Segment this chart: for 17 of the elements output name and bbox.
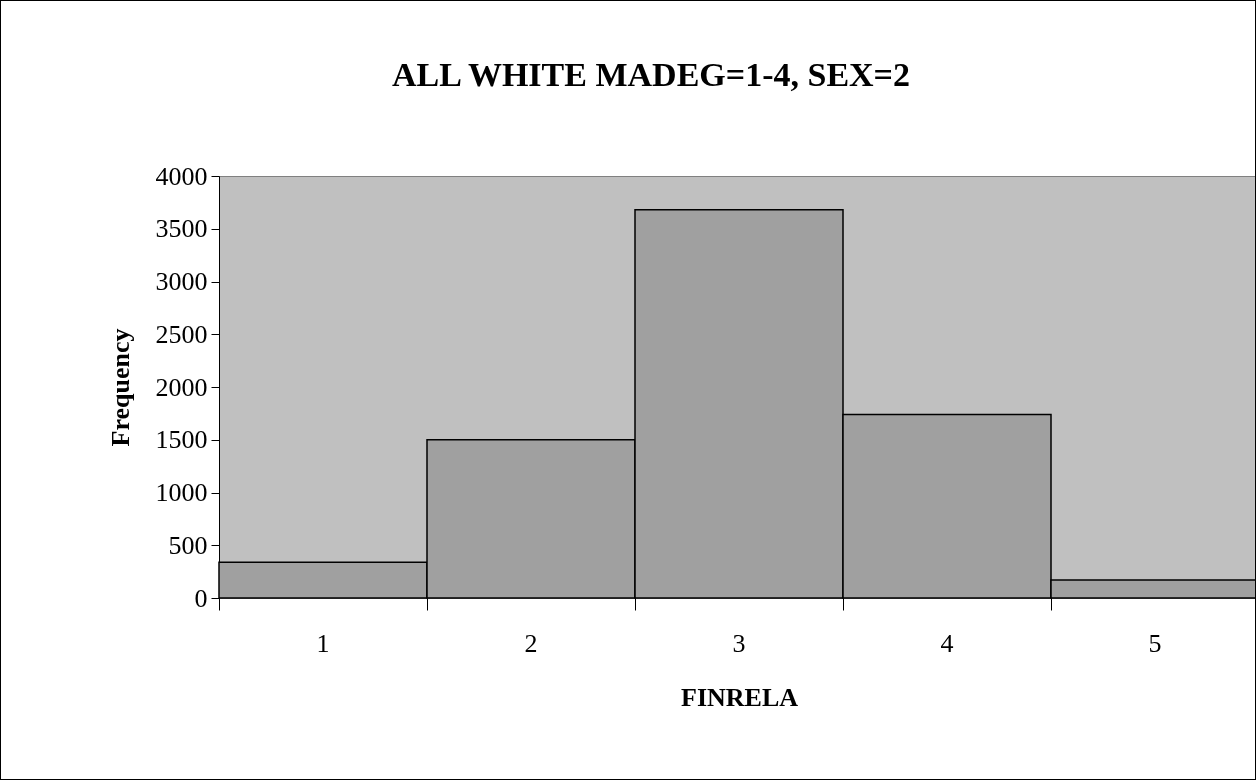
y-tick-label: 4000 <box>155 161 208 191</box>
x-tick-label: 5 <box>1148 628 1162 658</box>
y-tick-label: 2500 <box>155 319 208 349</box>
y-tick-label: 500 <box>168 530 208 560</box>
y-tick-label: 1500 <box>155 425 208 455</box>
x-tick-label: 1 <box>316 628 330 658</box>
y-tick-label: 3000 <box>155 267 208 296</box>
x-axis-title: FINRELA <box>680 682 799 712</box>
x-tick-label: 2 <box>524 628 538 658</box>
y-tick-label: 3500 <box>155 214 208 244</box>
chart-title: ALL WHITE MADEG=1-4, SEX=2 <box>392 56 910 93</box>
x-tick-label: 4 <box>940 628 954 658</box>
y-axis-title: Frequency <box>105 328 135 447</box>
y-tick-label: 2000 <box>155 372 208 402</box>
y-tick-label: 1000 <box>155 478 208 507</box>
y-tick-label: 0 <box>194 583 208 613</box>
x-tick-label: 3 <box>732 628 746 658</box>
